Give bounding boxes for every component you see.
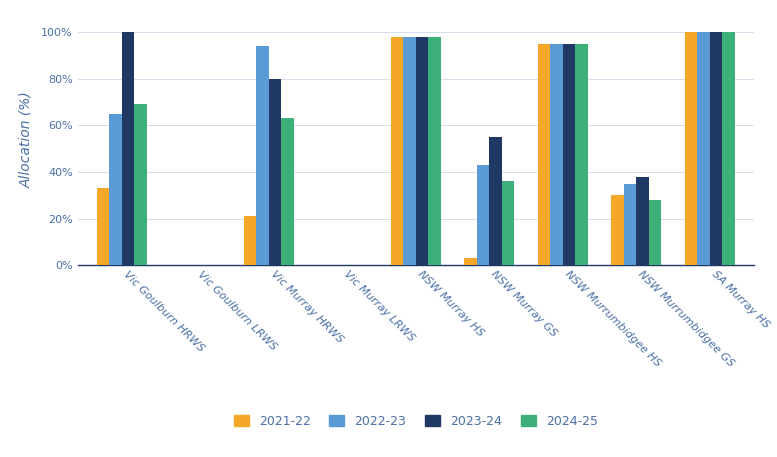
Bar [464,258,476,265]
Bar [256,46,269,265]
Bar [244,216,256,265]
Bar [636,176,649,265]
Bar [391,37,403,265]
Bar [281,118,294,265]
Bar [269,79,281,265]
Legend: 2021-22, 2022-23, 2023-24, 2024-25: 2021-22, 2022-23, 2023-24, 2024-25 [228,409,603,433]
Bar [97,188,110,265]
Bar [709,32,722,265]
Y-axis label: Allocation (%): Allocation (%) [19,91,33,188]
Bar [697,32,709,265]
Bar [722,32,734,265]
Bar [428,37,441,265]
Bar [110,114,122,265]
Bar [550,44,563,265]
Bar [502,181,514,265]
Bar [416,37,428,265]
Bar [685,32,697,265]
Bar [611,195,624,265]
Bar [538,44,550,265]
Bar [624,184,636,265]
Bar [122,32,134,265]
Bar [476,165,490,265]
Bar [403,37,416,265]
Bar [575,44,587,265]
Bar [490,137,502,265]
Bar [134,105,147,265]
Bar [563,44,575,265]
Bar [649,200,661,265]
